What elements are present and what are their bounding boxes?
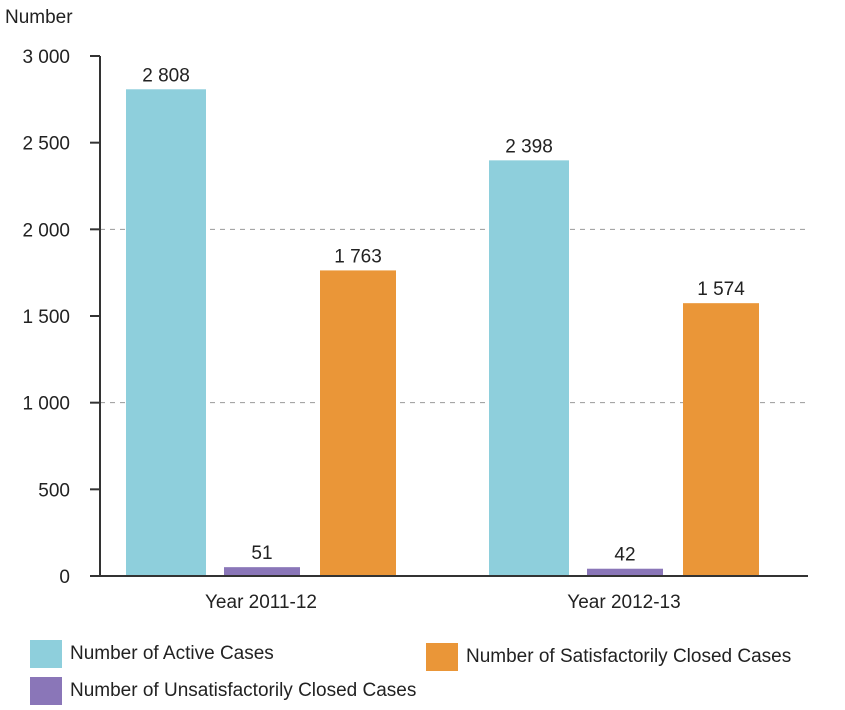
bar (320, 270, 396, 576)
x-axis-labels: Year 2011-12 Year 2012-13 (205, 592, 681, 613)
y-tick-label: 1 000 (22, 394, 70, 415)
bar (489, 160, 569, 576)
legend: Number of Active Cases Number of Satisfa… (30, 640, 845, 710)
bar-value-label: 1 763 (334, 246, 382, 267)
x-category-label: Year 2011-12 (205, 592, 317, 613)
bar-value-label: 1 574 (697, 279, 745, 300)
bar-value-label: 42 (614, 545, 635, 566)
bar (683, 303, 759, 576)
legend-swatch-unsatisfactory (30, 677, 62, 705)
y-tick-label: 2 500 (22, 134, 70, 155)
bar-value-label: 51 (251, 543, 272, 564)
y-axis-ticks: 0 500 1 000 1 500 2 000 2 500 3 000 (22, 47, 100, 588)
y-tick-label: 500 (38, 480, 70, 501)
legend-label-unsatisfactory: Number of Unsatisfactorily Closed Cases (70, 680, 417, 701)
x-category-label: Year 2012-13 (567, 592, 680, 613)
y-axis-label: Number (5, 7, 73, 28)
legend-label-active: Number of Active Cases (70, 643, 274, 664)
bars: 2 808 51 1 763 2 398 42 1 574 (126, 65, 759, 576)
y-tick-label: 3 000 (22, 47, 70, 68)
bar-value-label: 2 398 (505, 136, 553, 157)
bar-chart: Number 0 500 1 000 1 500 2 000 2 500 3 000 2 8… (5, 7, 808, 613)
bar (587, 568, 663, 576)
bar (224, 567, 300, 576)
legend-item-active-cases: Number of Active Cases (30, 640, 274, 668)
y-tick-label: 0 (59, 567, 70, 588)
legend-item-unsatisfactorily-closed: Number of Unsatisfactorily Closed Cases (30, 677, 416, 705)
y-tick-label: 1 500 (22, 307, 70, 328)
legend-swatch-active (30, 640, 62, 668)
y-tick-label: 2 000 (22, 220, 70, 241)
legend-label-satisfactory: Number of Satisfactorily Closed Cases (466, 646, 792, 667)
bar-value-label: 2 808 (142, 65, 190, 86)
legend-item-satisfactorily-closed: Number of Satisfactorily Closed Cases (426, 643, 791, 671)
legend-swatch-satisfactory (426, 643, 458, 671)
bar (126, 89, 206, 576)
